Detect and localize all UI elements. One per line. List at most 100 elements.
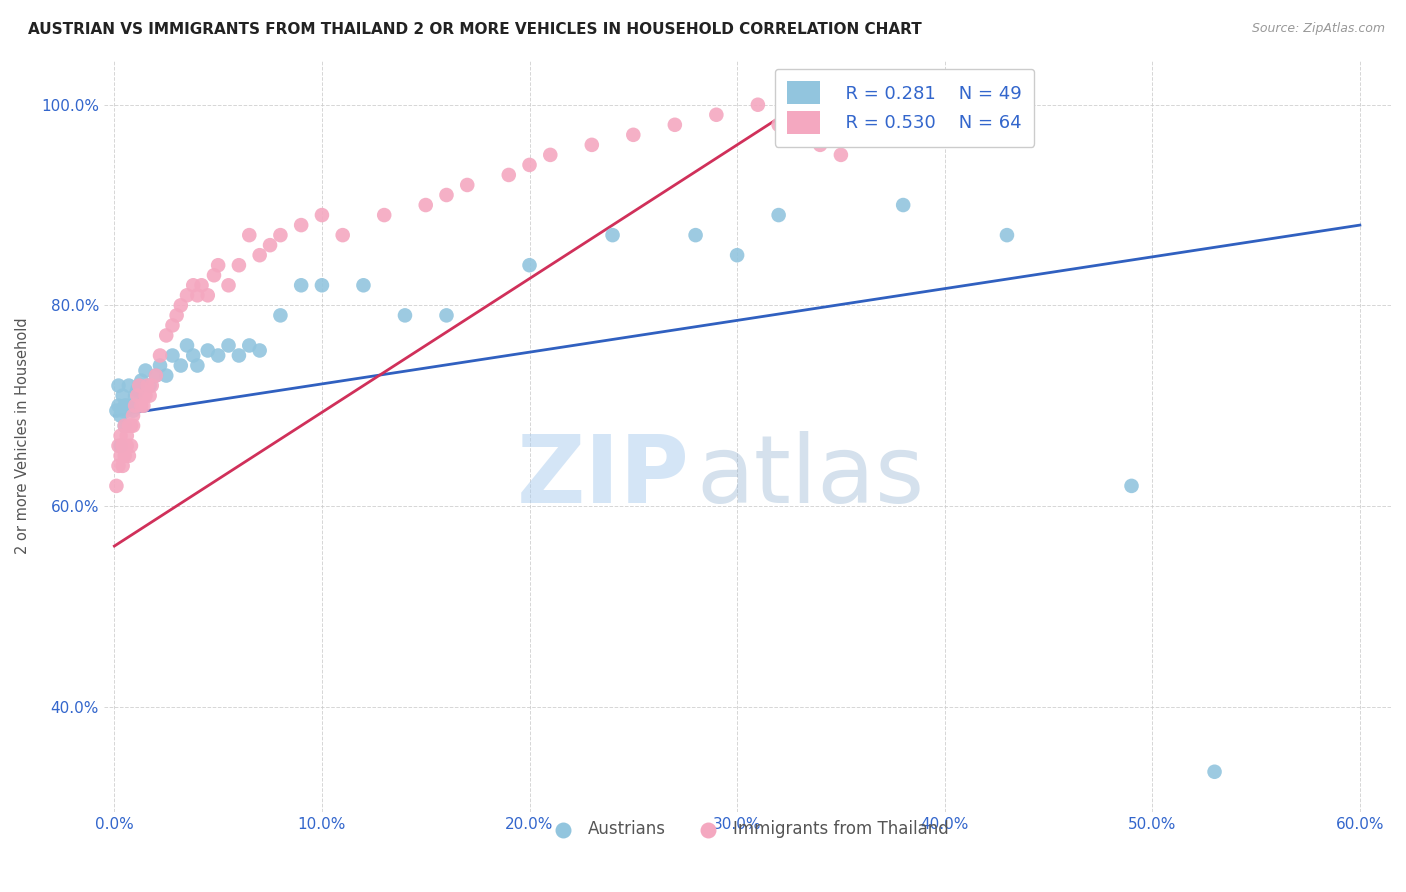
Point [110, 409, 132, 423]
Point [170, 298, 193, 312]
Point [238, 228, 260, 243]
Point [155, 328, 177, 343]
Point [176, 338, 198, 352]
Point [202, 268, 225, 283]
Point [218, 278, 240, 293]
Point [704, 108, 727, 122]
Point [498, 168, 520, 182]
Point [332, 228, 354, 243]
Legend: Austrians, Immigrants from Thailand: Austrians, Immigrants from Thailand [540, 814, 955, 845]
Point [269, 309, 291, 323]
Point [290, 278, 312, 293]
Point [995, 228, 1018, 243]
Point [128, 378, 150, 392]
Point [290, 218, 312, 232]
Point [107, 439, 129, 453]
Y-axis label: 2 or more Vehicles in Household: 2 or more Vehicles in Household [15, 318, 30, 554]
Point [127, 389, 149, 403]
Point [134, 363, 156, 377]
Point [114, 399, 136, 413]
Point [830, 148, 852, 162]
Point [111, 439, 134, 453]
Point [149, 349, 172, 363]
Point [415, 198, 437, 212]
Point [664, 118, 686, 132]
Point [124, 389, 146, 403]
Point [1204, 764, 1226, 779]
Point [170, 359, 193, 373]
Point [120, 439, 142, 453]
Point [122, 403, 145, 417]
Point [145, 368, 167, 383]
Point [107, 399, 129, 413]
Point [519, 258, 541, 272]
Point [120, 418, 142, 433]
Point [110, 449, 132, 463]
Point [162, 349, 184, 363]
Point [181, 349, 204, 363]
Text: Source: ZipAtlas.com: Source: ZipAtlas.com [1251, 22, 1385, 36]
Point [725, 248, 748, 262]
Point [269, 228, 291, 243]
Point [190, 278, 212, 293]
Point [207, 258, 229, 272]
Point [186, 288, 208, 302]
Point [259, 238, 281, 252]
Point [110, 428, 132, 442]
Point [118, 418, 141, 433]
Point [138, 378, 160, 392]
Point [197, 288, 219, 302]
Point [789, 128, 811, 142]
Point [122, 418, 145, 433]
Point [115, 403, 138, 417]
Point [228, 258, 250, 272]
Point [114, 418, 136, 433]
Point [621, 128, 644, 142]
Point [122, 409, 145, 423]
Point [128, 378, 150, 392]
Point [238, 338, 260, 352]
Text: ZIP: ZIP [516, 431, 689, 523]
Point [311, 208, 333, 222]
Point [1121, 479, 1143, 493]
Point [207, 349, 229, 363]
Point [127, 384, 149, 398]
Point [111, 458, 134, 473]
Point [747, 97, 769, 112]
Point [118, 449, 141, 463]
Point [197, 343, 219, 358]
Point [176, 288, 198, 302]
Point [105, 479, 128, 493]
Point [105, 403, 128, 417]
Point [111, 403, 134, 417]
Point [107, 378, 129, 392]
Point [768, 118, 790, 132]
Point [311, 278, 333, 293]
Point [808, 137, 831, 152]
Point [141, 378, 163, 392]
Point [538, 148, 561, 162]
Point [107, 458, 129, 473]
Point [218, 338, 240, 352]
Point [132, 399, 155, 413]
Point [118, 378, 141, 392]
Point [249, 343, 271, 358]
Point [111, 389, 134, 403]
Point [353, 278, 375, 293]
Point [436, 188, 458, 202]
Point [145, 368, 167, 383]
Point [519, 158, 541, 172]
Point [891, 198, 914, 212]
Point [115, 428, 138, 442]
Point [249, 248, 271, 262]
Point [228, 349, 250, 363]
Point [115, 399, 138, 413]
Point [155, 368, 177, 383]
Point [162, 318, 184, 333]
Point [456, 178, 478, 192]
Point [114, 449, 136, 463]
Point [149, 359, 172, 373]
Point [602, 228, 624, 243]
Point [394, 309, 416, 323]
Point [685, 228, 707, 243]
